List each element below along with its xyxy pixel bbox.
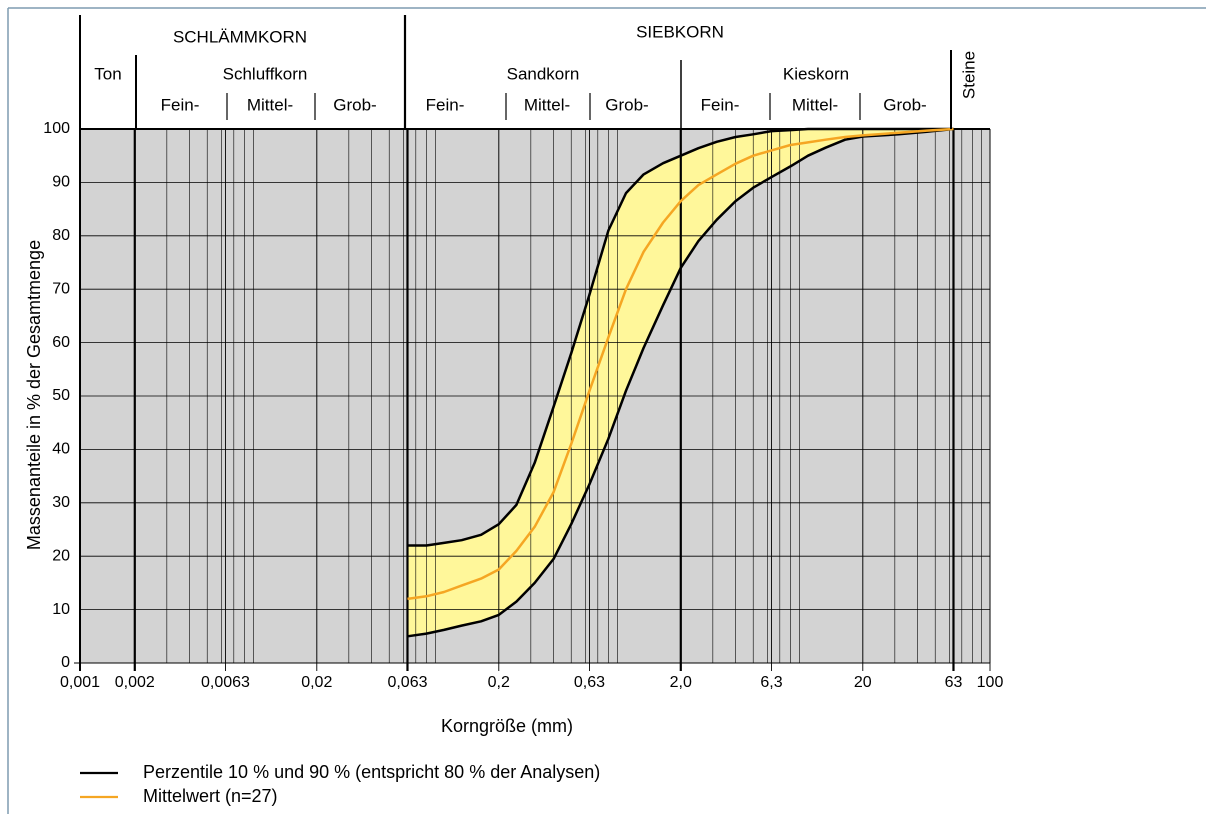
x-tick-label: 63: [945, 674, 963, 691]
y-tick-label: 100: [43, 120, 70, 137]
header-sub: Mittel-: [524, 95, 570, 114]
y-tick-label: 90: [52, 174, 70, 191]
x-tick-label: 20: [854, 674, 872, 691]
x-tick-label: 0,063: [387, 674, 427, 691]
y-tick-label: 30: [52, 494, 70, 511]
legend-label: Mittelwert (n=27): [143, 786, 278, 806]
x-tick-label: 0,63: [574, 674, 605, 691]
x-tick-label: 0,2: [488, 674, 510, 691]
header-sub: Fein-: [161, 95, 200, 114]
header-sub: Fein-: [426, 95, 465, 114]
y-axis-title: Massenanteile in % der Gesamtmenge: [24, 240, 44, 550]
header-group: Ton: [94, 64, 121, 83]
x-tick-label: 6,3: [760, 674, 782, 691]
header-sub: Grob-: [883, 95, 926, 114]
x-tick-label: 0,002: [115, 674, 155, 691]
line: [407, 127, 954, 638]
x-tick-label: 0,02: [301, 674, 332, 691]
header-sub: Mittel-: [792, 95, 838, 114]
header-class: SIEBKORN: [636, 22, 724, 41]
y-tick-label: 70: [52, 280, 70, 297]
y-tick-label: 0: [61, 654, 70, 671]
line: [407, 127, 954, 601]
x-tick-label: 0,0063: [201, 674, 250, 691]
y-tick-label: 80: [52, 227, 70, 244]
header-group: Steine: [959, 51, 978, 99]
header-group: Sandkorn: [507, 64, 580, 83]
y-tick-label: 20: [52, 547, 70, 564]
y-tick-label: 60: [52, 334, 70, 351]
y-tick-label: 10: [52, 601, 70, 618]
header-sub: Grob-: [605, 95, 648, 114]
x-tick-label: 100: [977, 674, 1004, 691]
header-group: Kieskorn: [783, 64, 849, 83]
header-sub: Fein-: [701, 95, 740, 114]
header-class: SCHLÄMMKORN: [173, 27, 307, 46]
header-group: Schluffkorn: [223, 64, 308, 83]
y-tick-label: 50: [52, 387, 70, 404]
header-sub: Grob-: [333, 95, 376, 114]
legend-label: Perzentile 10 % und 90 % (entspricht 80 …: [143, 762, 600, 782]
x-tick-label: 0,001: [60, 674, 100, 691]
x-tick-label: 2,0: [670, 674, 692, 691]
x-axis-title: Korngröße (mm): [441, 716, 573, 736]
line: [407, 127, 954, 547]
header-sub: Mittel-: [247, 95, 293, 114]
y-tick-label: 40: [52, 441, 70, 458]
